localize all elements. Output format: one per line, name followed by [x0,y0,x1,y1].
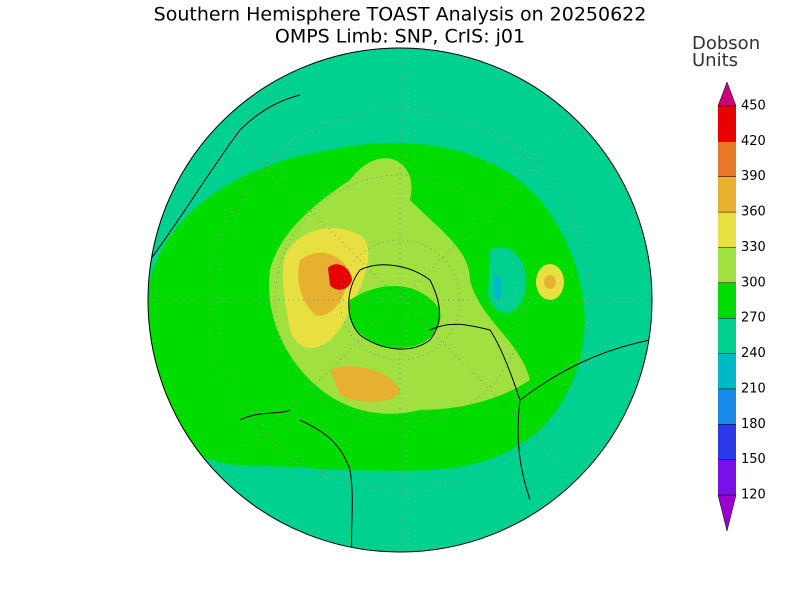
high-core [544,275,556,289]
contour-300 [269,158,530,414]
colorbar-label: 120 [741,488,766,503]
colorbar-band [718,212,736,248]
colorbar-band [718,318,736,354]
colorbar-title: Dobson [692,33,760,54]
colorbar-band [718,141,736,177]
colorbar-band [718,176,736,213]
colorbar-label: 270 [741,311,766,326]
colorbar-title: Units [692,50,738,71]
colorbar-label: 240 [741,346,766,361]
colorbar-band [718,459,736,495]
colorbar-label: 420 [741,134,766,149]
colorbar-over [717,81,737,107]
title: Southern Hemisphere TOAST Analysis on 20… [154,4,647,26]
colorbar-label: 150 [741,452,766,467]
colorbar-label: 360 [741,205,766,220]
contour-420 [328,264,352,290]
colorbar-label: 210 [741,381,766,396]
subtitle: OMPS Limb: SNP, CrIS: j01 [275,26,525,48]
colorbar-band [718,424,736,460]
colorbar-band [718,388,736,425]
low-core [493,274,502,300]
graticule [148,48,652,552]
colorbar-label: 390 [741,169,766,184]
colorbar-label: 180 [741,417,766,432]
map-border [147,47,653,553]
contour-360b [330,366,400,402]
colorbar-label: 300 [741,275,766,290]
colorbar-label: 330 [741,240,766,255]
colorbar-band [718,282,736,319]
colorbar-label: 450 [741,99,766,114]
colorbar-band [718,106,736,142]
colorbar-under [717,494,737,532]
colorbar-band [718,353,736,389]
ozone-map [148,48,652,552]
coastlines [149,94,651,552]
inner-low [348,286,441,349]
colorbar-band [718,247,736,283]
